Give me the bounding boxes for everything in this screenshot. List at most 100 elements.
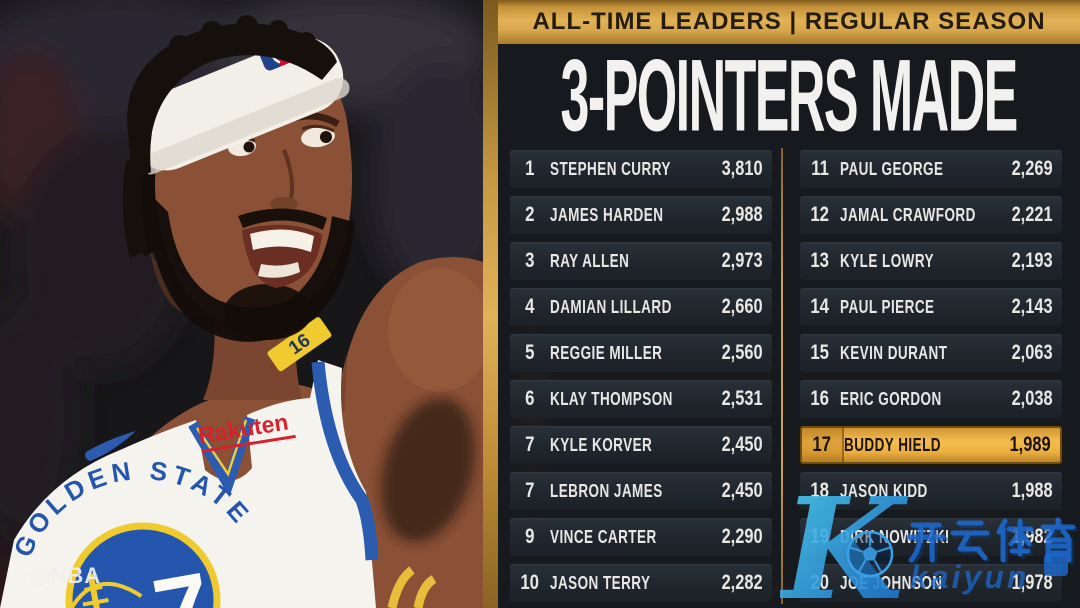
player-hair	[122, 15, 337, 258]
leaderboard-row: 1 STEPHEN CURRY 3,810	[510, 150, 772, 188]
leaderboard-row: 7 KYLE KORVER 2,450	[510, 426, 772, 464]
leaderboard-row: 20 JOE JOHNSON 1,978	[800, 564, 1062, 602]
leaderboard-row: 18 JASON KIDD 1,988	[800, 472, 1062, 510]
player-name: VINCE CARTER	[550, 526, 657, 547]
rank-cell: 11	[811, 157, 829, 180]
player-headband	[128, 37, 350, 175]
page-title: 3-POINTERS MADE	[560, 38, 1019, 153]
made-count: 2,290	[722, 525, 763, 548]
leaderboard-row: 13 KYLE LOWRY 2,193	[800, 242, 1062, 280]
leaderboard-row: 11 PAUL GEORGE 2,269	[800, 150, 1062, 188]
rank-cell: 4	[525, 295, 535, 318]
bridge-icon	[65, 573, 143, 608]
player-name: ERIC GORDON	[840, 388, 942, 409]
made-count: 2,063	[1012, 341, 1053, 364]
player-name: BUDDY HIELD	[844, 434, 941, 455]
player-name: JASON KIDD	[840, 480, 928, 501]
player-name: STEPHEN CURRY	[550, 158, 671, 179]
player-name: PAUL PIERCE	[840, 296, 935, 317]
player-name: RAY ALLEN	[550, 250, 630, 271]
player-name: REGGIE MILLER	[550, 342, 663, 363]
made-count: 2,560	[722, 341, 763, 364]
rank-cell: 14	[810, 295, 830, 318]
rank-cell: 17	[802, 428, 844, 462]
leaderboard-row: 3 RAY ALLEN 2,973	[510, 242, 772, 280]
made-count: 1,982	[1012, 525, 1053, 548]
kicker-band: ALL-TIME LEADERS | REGULAR SEASON	[498, 0, 1080, 44]
made-count: 2,450	[722, 433, 763, 456]
made-count: 2,143	[1012, 295, 1053, 318]
made-count: 1,988	[1012, 479, 1053, 502]
leaderboard-row: 16 ERIC GORDON 2,038	[800, 380, 1062, 418]
nike-swoosh-icon	[85, 431, 136, 461]
player-photo: 16 Rakuten 7 GOLDEN STATE	[0, 0, 483, 608]
rank-cell: 6	[525, 387, 535, 410]
leaderboard-row: 10 JASON TERRY 2,282	[510, 564, 772, 602]
leaderboard-row: 15 KEVIN DURANT 2,063	[800, 334, 1062, 372]
armhole-trim	[311, 361, 379, 561]
leaderboard-column-right: 11 PAUL GEORGE 2,269 12 JAMAL CRAWFORD 2…	[800, 150, 1062, 608]
player-name: KEVIN DURANT	[840, 342, 948, 363]
player-name: JOE JOHNSON	[840, 572, 943, 593]
player-name: JASON TERRY	[550, 572, 651, 593]
leaderboard-row: 6 KLAY THOMPSON 2,531	[510, 380, 772, 418]
rank-cell: 20	[810, 571, 830, 594]
face-nose	[270, 149, 298, 211]
rank-cell: 12	[810, 203, 830, 226]
player-name: PAUL GEORGE	[840, 158, 944, 179]
player-name: JAMES HARDEN	[550, 204, 664, 225]
v-neck-trim	[188, 416, 256, 498]
rank-cell: 2	[525, 203, 535, 226]
player-name: LEBRON JAMES	[550, 480, 663, 501]
made-count: 2,973	[722, 249, 763, 272]
jersey-side-stripes	[387, 566, 437, 608]
rank-cell: 18	[810, 479, 830, 502]
armpit-shadow	[381, 397, 475, 543]
rank-cell: 10	[520, 571, 540, 594]
leaderboard-row: 5 REGGIE MILLER 2,560	[510, 334, 772, 372]
rank-cell: 9	[525, 525, 535, 548]
leaderboard-row: 7 LEBRON JAMES 2,450	[510, 472, 772, 510]
leaderboard-row: 9 VINCE CARTER 2,290	[510, 518, 772, 556]
rank-cell: 16	[810, 387, 830, 410]
leaderboard-row: 17 BUDDY HIELD 1,989	[800, 426, 1062, 464]
player-name: KLAY THOMPSON	[550, 388, 673, 409]
player-head	[122, 15, 354, 342]
player-name: JAMAL CRAWFORD	[840, 204, 976, 225]
made-count: 3,810	[722, 157, 763, 180]
leaderboard-row: 2 JAMES HARDEN 2,988	[510, 196, 772, 234]
rank-cell: 7	[525, 479, 535, 502]
rank-cell: 7	[525, 433, 535, 456]
gold-divider-strip	[483, 0, 498, 608]
leaderboard-row: 12 JAMAL CRAWFORD 2,221	[800, 196, 1062, 234]
made-count: 2,660	[722, 295, 763, 318]
player-name: KYLE KORVER	[550, 434, 653, 455]
rank-cell: 19	[810, 525, 830, 548]
leaderboard-row: 4 DAMIAN LILLARD 2,660	[510, 288, 772, 326]
kicker-text: ALL-TIME LEADERS | REGULAR SEASON	[532, 8, 1046, 35]
made-count: 2,282	[722, 571, 763, 594]
made-count: 1,978	[1012, 571, 1053, 594]
photo-credit: @NBA	[28, 563, 101, 588]
rank-cell: 15	[810, 341, 830, 364]
made-count: 2,193	[1012, 249, 1053, 272]
face-mouth	[238, 208, 327, 288]
player-name: KYLE LOWRY	[840, 250, 935, 271]
made-count: 1,989	[1010, 433, 1051, 456]
rank-cell: 3	[525, 249, 535, 272]
player-name: DAMIAN LILLARD	[550, 296, 672, 317]
player-name: DIRK NOWITZKI	[840, 526, 950, 547]
made-count: 2,038	[1012, 387, 1053, 410]
made-count: 2,221	[1012, 203, 1053, 226]
leaderboard-row: 14 PAUL PIERCE 2,143	[800, 288, 1062, 326]
made-count: 2,988	[722, 203, 763, 226]
leaderboard-column-left: 1 STEPHEN CURRY 3,810 2 JAMES HARDEN 2,9…	[510, 150, 772, 608]
rank-cell: 5	[525, 341, 535, 364]
made-count: 2,531	[722, 387, 763, 410]
made-count: 2,450	[722, 479, 763, 502]
column-divider	[781, 148, 783, 604]
made-count: 2,269	[1012, 157, 1053, 180]
rank-cell: 13	[810, 249, 830, 272]
rank-cell: 1	[525, 157, 535, 180]
